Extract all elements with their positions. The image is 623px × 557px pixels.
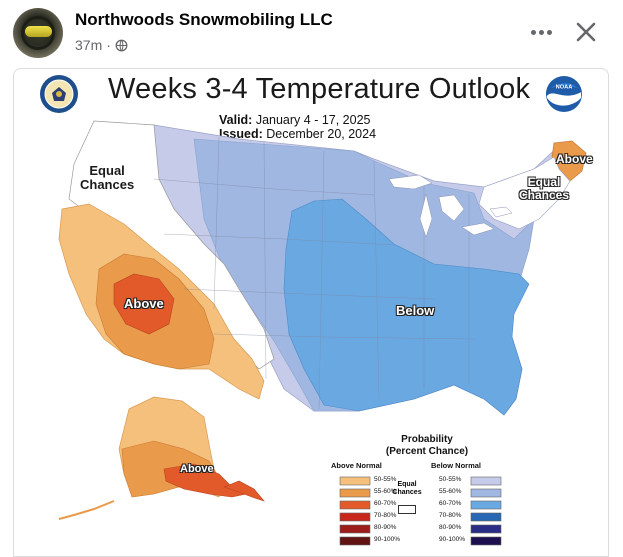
legend-below-row-3: 60-70%: [439, 500, 462, 507]
label-northeast-equal: Equal Chances: [519, 175, 570, 203]
avatar[interactable]: [13, 8, 63, 58]
legend-above-row-2: 55-60%: [374, 488, 397, 495]
post-meta: 37m ·: [75, 37, 128, 53]
label-east-below: Below: [396, 303, 435, 318]
swatch-below-90-100: [470, 536, 502, 546]
more-options-dot: [546, 29, 552, 35]
alaska-panhandle: [223, 480, 265, 502]
valid-date: Valid: January 4 - 17, 2025: [219, 113, 371, 127]
label-southwest-above: Above: [124, 296, 164, 311]
outlook-map: [58, 120, 587, 546]
meta-separator: ·: [106, 37, 111, 53]
swatch-above-70-80: [339, 512, 371, 522]
legend-swatches: [339, 476, 502, 546]
globe-icon: [115, 39, 128, 51]
label-west-equal: Equal Chances: [80, 163, 135, 193]
more-options-icon: [530, 29, 536, 35]
legend-equal-label: Equal Chances: [392, 481, 422, 497]
swatch-above-60-70: [339, 500, 371, 510]
legend-below-row-5: 80-90%: [439, 524, 462, 531]
legend-above-row-1: 50-55%: [374, 476, 397, 483]
issued-value: December 20, 2024: [266, 127, 377, 141]
swatch-below-70-80: [470, 512, 502, 522]
noaa-logo-icon: NOAA: [545, 75, 583, 113]
post-image[interactable]: Weeks 3-4 Temperature Outlook Valid: Jan…: [13, 68, 609, 557]
label-maine-above: Above: [556, 152, 593, 166]
helmet-shape: [21, 16, 55, 50]
legend-above-row-4: 70-80%: [374, 512, 397, 519]
legend-above-row-5: 80-90%: [374, 524, 397, 531]
southwest-above-dark: [113, 273, 175, 335]
legend-above-head: Above Normal: [331, 461, 382, 470]
swatch-above-55-60: [339, 488, 371, 498]
great-lakes: [388, 174, 513, 238]
post-header: Northwoods Snowmobiling LLC 37m ·: [0, 0, 623, 66]
swatch-below-60-70: [470, 500, 502, 510]
more-options-dot: [538, 29, 544, 35]
post-time[interactable]: 37m: [75, 37, 103, 53]
post-author[interactable]: Northwoods Snowmobiling LLC: [75, 10, 333, 29]
noaa-logo-text: NOAA: [556, 84, 573, 90]
visor-shape: [25, 26, 52, 37]
legend-below-row-2: 55-60%: [439, 488, 462, 495]
legend-below-row-4: 70-80%: [439, 512, 462, 519]
swatch-below-50-55: [470, 476, 502, 486]
swatch-above-80-90: [339, 524, 371, 534]
legend-title: Probability (Percent Chance): [385, 434, 469, 457]
conus-below-dark: [283, 198, 530, 416]
legend-below-head: Below Normal: [431, 461, 482, 470]
swatch-below-55-60: [470, 488, 502, 498]
more-options-button[interactable]: [523, 20, 559, 44]
map-title: Weeks 3-4 Temperature Outlook: [108, 73, 531, 105]
label-alaska-above: Above: [180, 463, 214, 475]
valid-value: January 4 - 17, 2025: [255, 113, 371, 127]
commerce-seal-icon: [40, 75, 78, 113]
legend-equal-swatch: [398, 505, 416, 514]
legend-below-row-1: 50-55%: [439, 476, 462, 483]
aleutian-chain: [58, 500, 115, 520]
swatch-below-80-90: [470, 524, 502, 534]
state-boundaries: [153, 136, 475, 410]
legend-above-row-6: 90-100%: [374, 536, 401, 543]
close-icon[interactable]: [570, 16, 602, 48]
legend-above-row-3: 60-70%: [374, 500, 397, 507]
alaska-above-dark: [163, 463, 248, 498]
valid-label: Valid:: [219, 113, 253, 127]
swatch-above-50-55: [339, 476, 371, 486]
swatch-above-90-100: [339, 536, 371, 546]
legend-below-row-6: 90-100%: [439, 536, 466, 543]
